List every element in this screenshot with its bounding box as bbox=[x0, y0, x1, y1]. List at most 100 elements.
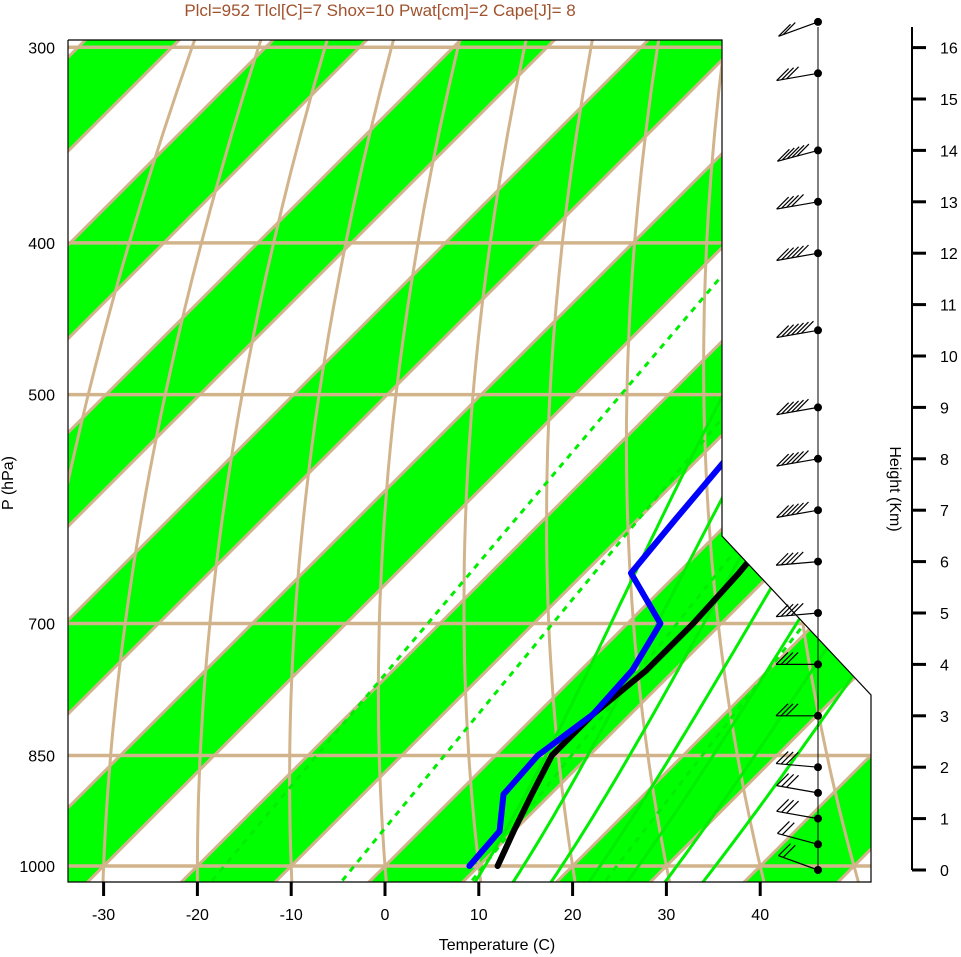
wind-level-dot bbox=[814, 711, 822, 720]
wind-barb-feather bbox=[781, 67, 795, 81]
height-tick-label: 5 bbox=[940, 606, 949, 623]
x-tick-label: 30 bbox=[658, 907, 676, 924]
wind-level-dot bbox=[814, 506, 822, 515]
wind-barb-feather bbox=[796, 450, 809, 464]
wind-barb-shaft bbox=[778, 855, 819, 871]
wind-level-dot bbox=[814, 146, 822, 155]
wind-barb-feather bbox=[781, 195, 795, 209]
height-tick-label: 0 bbox=[940, 863, 949, 880]
wind-barb-feather bbox=[776, 196, 790, 210]
dry-adiabat-lines bbox=[68, 40, 871, 882]
chart-title: Plcl=952 Tlcl[C]=7 Shox=10 Pwat[cm]=2 Ca… bbox=[184, 1, 575, 20]
wind-barb-feather bbox=[791, 399, 804, 413]
wind-level-dot bbox=[814, 403, 822, 412]
wind-barb-feather bbox=[791, 144, 805, 158]
height-tick-label: 10 bbox=[940, 349, 958, 366]
wind-barb-feather bbox=[790, 602, 804, 616]
wind-barb-feather bbox=[775, 703, 789, 717]
wind-barb-feather bbox=[782, 22, 796, 35]
height-tick-label: 2 bbox=[940, 760, 949, 777]
wind-level-dot bbox=[814, 326, 822, 335]
x-tick-label: 0 bbox=[381, 907, 390, 924]
wind-level-dot bbox=[814, 609, 822, 617]
height-tick-label: 13 bbox=[940, 195, 958, 212]
wind-barb-feather bbox=[776, 773, 790, 787]
wind-barb-shaft bbox=[776, 72, 819, 82]
wind-barb-feather bbox=[776, 68, 790, 82]
wind-barb-shaft bbox=[777, 832, 819, 845]
height-tick-label: 3 bbox=[940, 709, 949, 726]
pressure-tick-label: 300 bbox=[28, 40, 55, 57]
wind-barb-feather bbox=[786, 323, 799, 337]
height-tick-label: 9 bbox=[940, 400, 949, 417]
dry-adiabat-line bbox=[624, 40, 871, 882]
wind-level-dot bbox=[814, 69, 822, 78]
wind-barb-feather bbox=[786, 503, 799, 517]
moist-adiabat-line bbox=[688, 40, 871, 882]
wind-barb-shaft bbox=[776, 612, 819, 618]
wind-barb-feather bbox=[776, 325, 790, 339]
wind-barb-feather bbox=[796, 244, 809, 258]
wind-barb-feather bbox=[775, 751, 789, 764]
height-tick-label: 12 bbox=[940, 246, 958, 263]
wind-barb-feather bbox=[780, 552, 794, 566]
dry-adiabat-line bbox=[462, 40, 833, 882]
isotherm-line bbox=[68, 40, 871, 882]
wind-level-dot bbox=[814, 840, 822, 849]
wind-level-dot bbox=[814, 17, 822, 26]
pressure-tick-label: 850 bbox=[28, 748, 55, 765]
x-tick-label: 10 bbox=[470, 907, 488, 924]
wind-barb-feather bbox=[786, 774, 799, 788]
wind-level-dot bbox=[814, 788, 822, 797]
wind-barb-feather bbox=[776, 402, 790, 416]
isotherm-line bbox=[68, 40, 871, 882]
height-tick-label: 6 bbox=[940, 555, 949, 572]
pressure-tick-label: 1000 bbox=[19, 859, 55, 876]
wind-barb-feather bbox=[781, 401, 795, 415]
isotherm-band bbox=[132, 40, 871, 882]
wind-barb-feather bbox=[781, 822, 795, 836]
wind-level-dot bbox=[814, 557, 822, 566]
x-tick-label: -30 bbox=[92, 907, 115, 924]
wind-barb-feather bbox=[781, 324, 795, 338]
wind-barb-feather bbox=[796, 501, 809, 515]
wind-barb-feather bbox=[780, 603, 794, 617]
wind-barb-feather bbox=[775, 604, 789, 618]
pressure-tick-labels: 1001502002503004005007008501000 bbox=[19, 40, 55, 876]
wind-barb-shaft bbox=[776, 762, 819, 768]
wind-level-dot bbox=[814, 249, 822, 258]
temperature-axis: -30 -20 -10 0 10 20 30 40 bbox=[92, 882, 769, 924]
wind-barb-feather bbox=[791, 502, 804, 516]
wind-barb-feather bbox=[796, 143, 810, 157]
wind-barb-feather bbox=[796, 398, 809, 412]
moist-adiabat-line bbox=[538, 40, 871, 882]
height-tick-label: 8 bbox=[940, 452, 949, 469]
isotherm-line bbox=[131, 40, 871, 882]
wind-level-dot bbox=[814, 763, 822, 772]
wind-barb-feather bbox=[782, 844, 796, 858]
isotherm-line bbox=[319, 40, 871, 882]
wind-barb-shaft bbox=[778, 21, 819, 37]
wind-barb-shaft bbox=[776, 810, 819, 820]
height-tick-label: 14 bbox=[940, 143, 958, 160]
wind-barb-feather bbox=[776, 453, 790, 467]
wind-barb-feather bbox=[780, 651, 794, 665]
wind-barb-feather bbox=[781, 799, 795, 813]
height-tick-label: 4 bbox=[940, 657, 949, 674]
wind-barb-feather bbox=[781, 247, 795, 261]
wind-barb-feather bbox=[791, 322, 804, 336]
wind-barb-feather bbox=[780, 751, 794, 765]
mixing-ratio-dashed-line bbox=[195, 241, 751, 882]
wind-barb-feather bbox=[776, 248, 790, 261]
wind-barb-feather bbox=[781, 452, 795, 466]
x-axis-title: Temperature (C) bbox=[439, 937, 555, 954]
wind-barb-feather bbox=[796, 321, 809, 335]
wind-barb-shaft bbox=[776, 561, 819, 566]
wind-level-dot bbox=[814, 814, 822, 823]
wind-barb-feather bbox=[786, 246, 799, 260]
dry-adiabat-line bbox=[288, 40, 742, 882]
x-tick-label: -20 bbox=[186, 907, 209, 924]
dry-adiabat-line bbox=[100, 40, 651, 882]
